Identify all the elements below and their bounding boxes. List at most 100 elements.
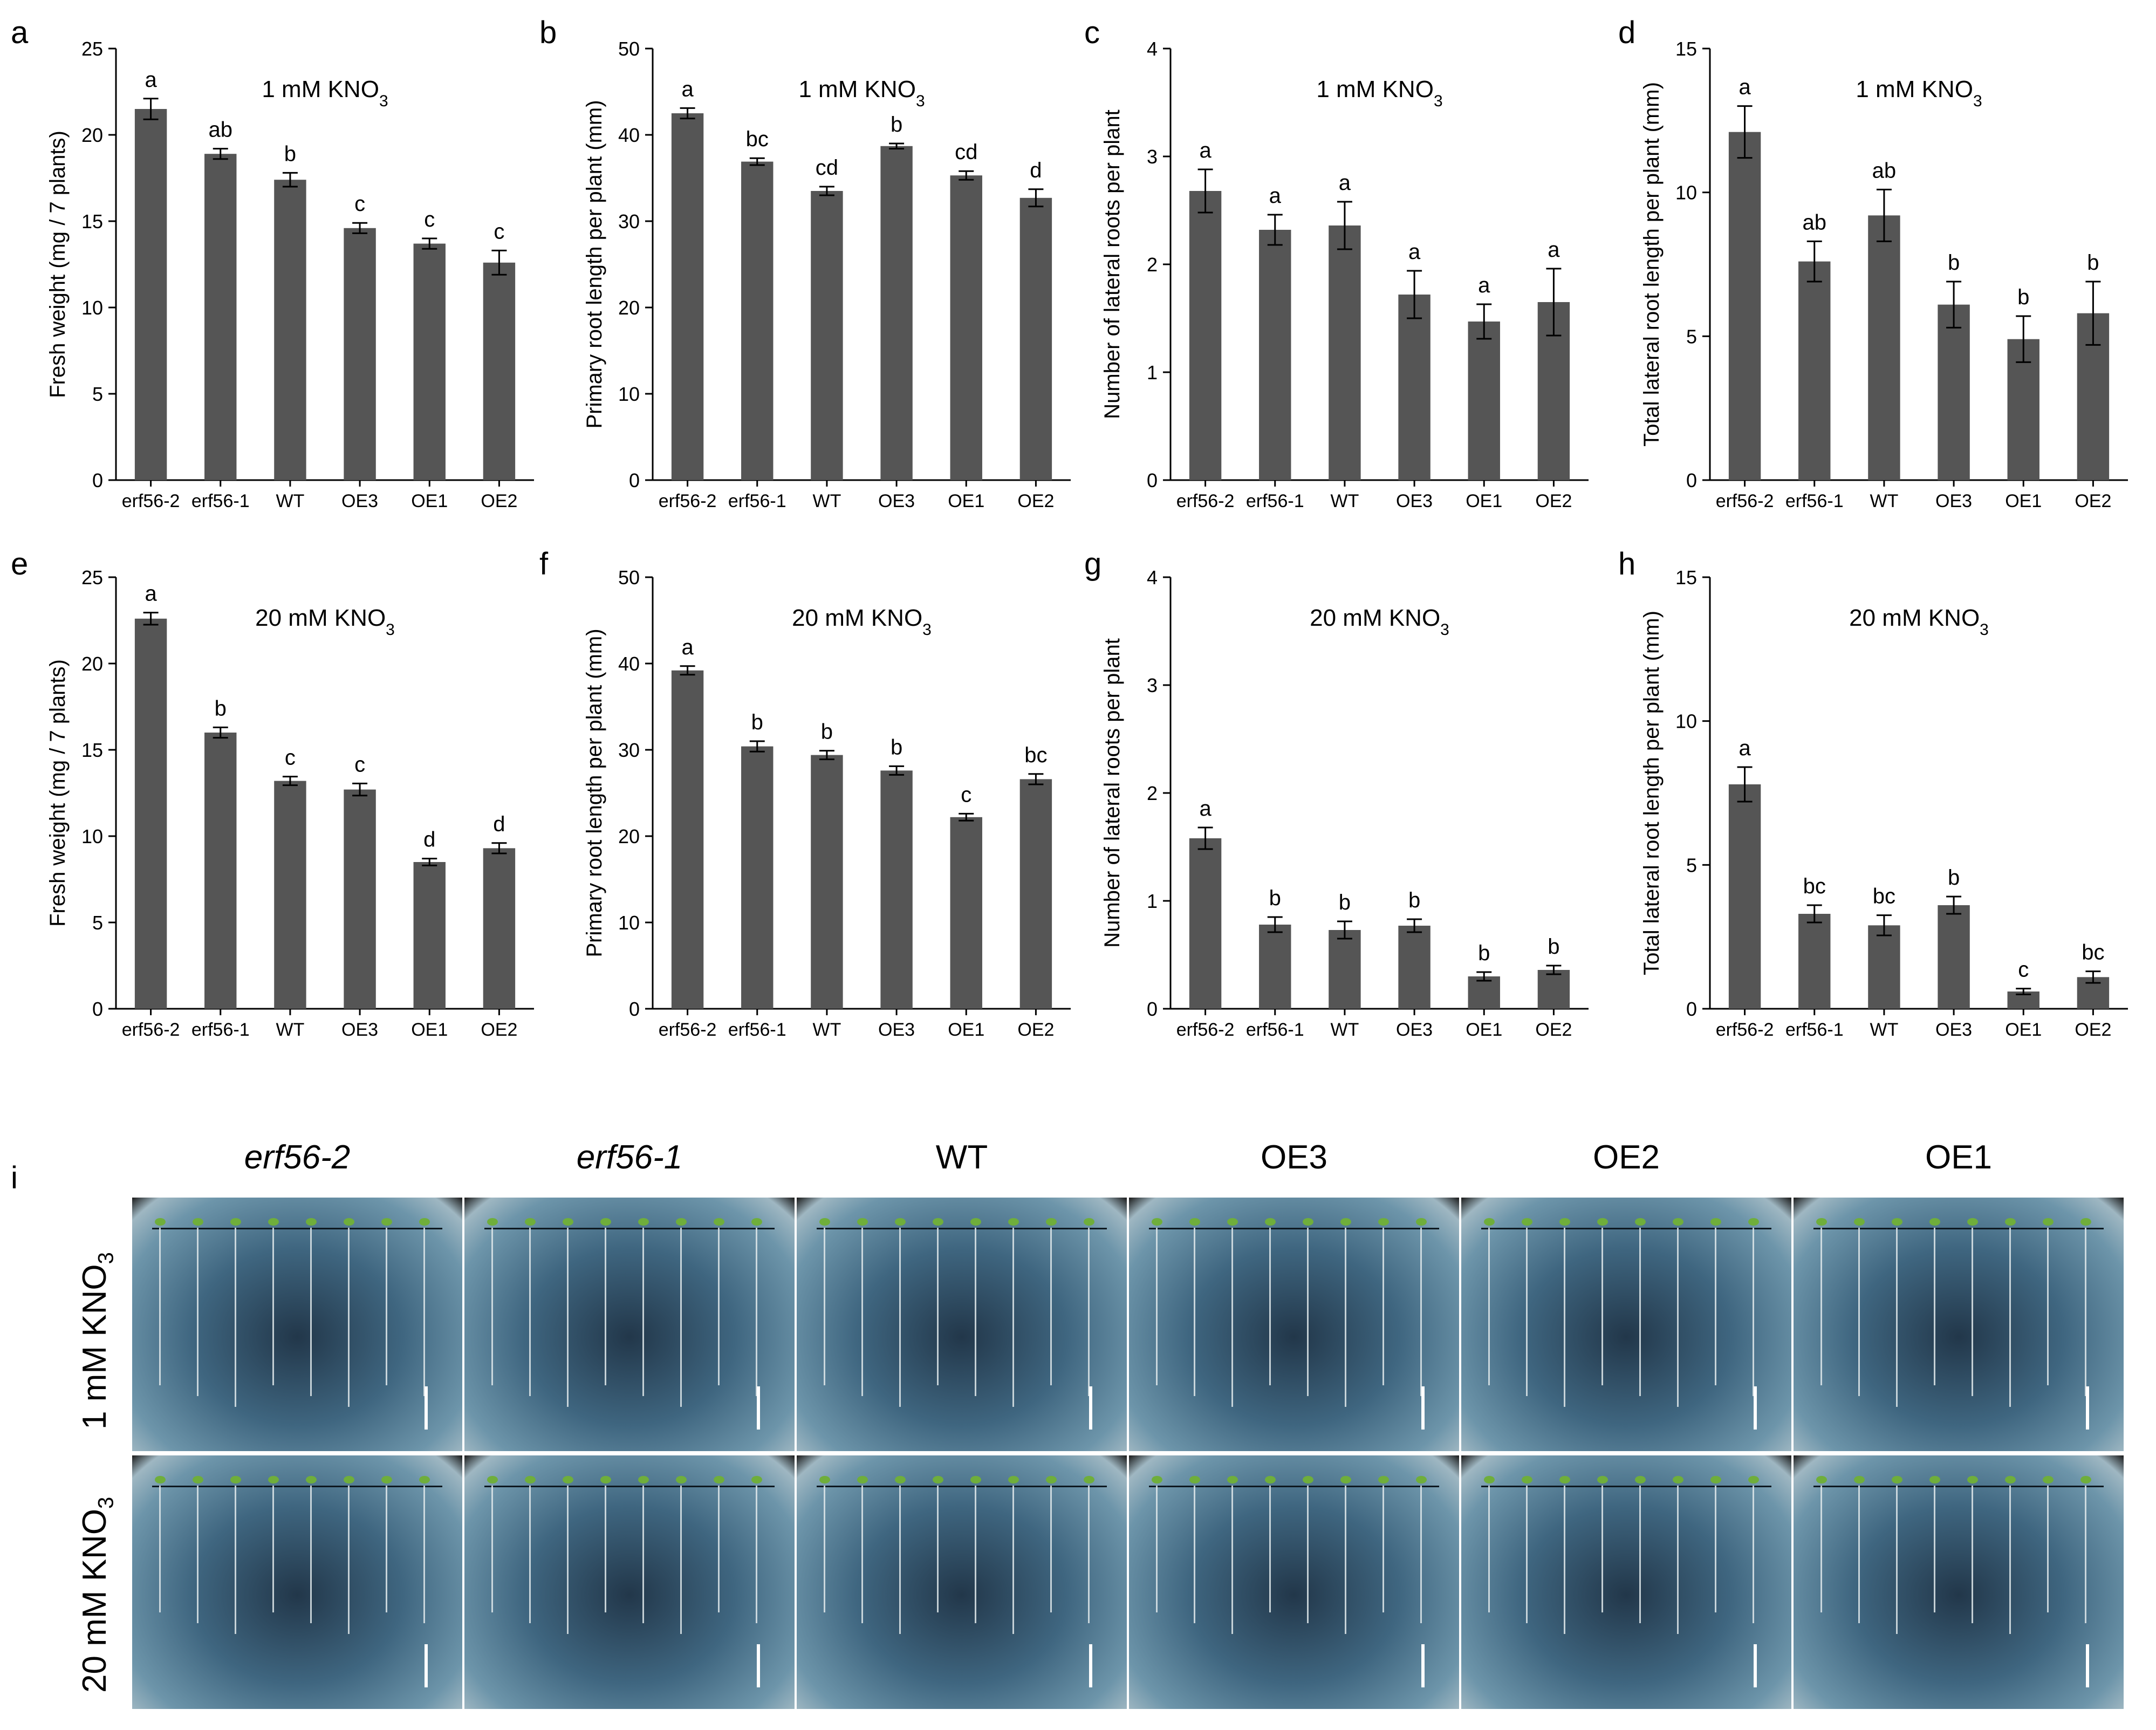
- seedling-leaf: [155, 1218, 166, 1226]
- seedling-leaf: [344, 1218, 354, 1226]
- panel-letter-f: f: [539, 546, 549, 582]
- y-tick-label: 30: [618, 739, 640, 761]
- bar-OE3: [1938, 905, 1970, 1009]
- bar-OE1: [950, 817, 982, 1009]
- y-tick-label: 10: [81, 825, 103, 847]
- bar-WT: [1868, 215, 1900, 480]
- y-tick-label: 5: [1686, 325, 1697, 347]
- seedling-leaf: [895, 1475, 906, 1483]
- seedling-root: [756, 1228, 757, 1396]
- y-axis-label: Primary root length per plant (mm): [583, 100, 606, 428]
- chart-title-subscript: 3: [386, 621, 395, 639]
- bar-OE2: [483, 262, 516, 480]
- seedling-root: [1088, 1228, 1090, 1396]
- significance-label: c: [961, 783, 971, 806]
- seedling-root: [491, 1486, 493, 1613]
- chart-panel-e: e 0 5 10 15 20 25 Fresh weight (mg / 7 plants) 2…: [11, 546, 534, 1040]
- seedling-root: [1858, 1228, 1860, 1396]
- significance-label: b: [284, 142, 296, 166]
- bar-WT: [1329, 225, 1361, 480]
- seedling-leaf: [600, 1475, 611, 1483]
- seedling-root: [1156, 1228, 1158, 1385]
- y-tick-label: 2: [1147, 254, 1158, 276]
- bar-erf56-1: [741, 161, 774, 481]
- seedling-leaf: [1189, 1218, 1200, 1226]
- seedling-root: [1972, 1486, 1973, 1624]
- photo-column-label: OE3: [1260, 1139, 1328, 1176]
- seedling-root: [1488, 1486, 1490, 1613]
- seedling-root: [567, 1228, 569, 1407]
- seedling-root: [605, 1228, 606, 1385]
- seedling-leaf: [1416, 1475, 1427, 1483]
- y-tick-label: 0: [92, 469, 103, 491]
- y-tick-label: 40: [618, 653, 640, 675]
- y-axis-label: Number of lateral roots per plant: [1100, 638, 1124, 948]
- significance-label: a: [681, 635, 694, 659]
- significance-label: a: [1339, 171, 1351, 195]
- seedling-root: [975, 1228, 976, 1396]
- scale-bar: [1421, 1386, 1425, 1430]
- photo-column-label: OE2: [1592, 1139, 1660, 1176]
- y-tick-label: 25: [81, 38, 103, 60]
- chart-title-subscript: 3: [916, 92, 925, 110]
- seedling-leaf: [857, 1475, 868, 1483]
- seedling-leaf: [344, 1475, 354, 1483]
- seedling-leaf: [1892, 1218, 1902, 1226]
- seedling-leaf: [600, 1218, 611, 1226]
- seedling-leaf: [1597, 1218, 1608, 1226]
- seedling-leaf: [638, 1475, 649, 1483]
- y-tick-label: 10: [1675, 710, 1697, 733]
- chart-panel-b: b 0 10 20 30 40 50 Primary root length per plan…: [539, 15, 1071, 511]
- significance-label: a: [1548, 238, 1560, 262]
- seedling-leaf: [1673, 1475, 1683, 1483]
- scale-bar: [757, 1386, 760, 1430]
- bar-erf56-1: [1798, 261, 1831, 480]
- x-tick-label: OE3: [1935, 491, 1972, 511]
- seedling-leaf: [895, 1218, 906, 1226]
- seedling-leaf: [1748, 1475, 1759, 1483]
- seedling-leaf: [1522, 1475, 1532, 1483]
- seedling-root: [423, 1228, 425, 1396]
- photo-column-label: WT: [935, 1139, 988, 1176]
- significance-label: a: [681, 77, 694, 101]
- seedling-leaf: [1816, 1218, 1827, 1226]
- seedling-leaf: [230, 1475, 241, 1483]
- panel-letter-c: c: [1084, 15, 1100, 50]
- seedling-root: [1194, 1486, 1195, 1624]
- x-tick-label: OE2: [1017, 1020, 1054, 1040]
- seedling-root: [1639, 1228, 1641, 1396]
- scale-bar: [1754, 1386, 1757, 1430]
- panel-letter-b: b: [539, 15, 557, 50]
- significance-label: bc: [1873, 885, 1895, 908]
- seedling-root: [1269, 1228, 1271, 1385]
- x-tick-label: OE3: [341, 491, 378, 511]
- seedling-leaf: [2043, 1475, 2054, 1483]
- seedling-leaf: [1929, 1218, 1940, 1226]
- scale-bar: [1089, 1386, 1092, 1430]
- agar-line: [1481, 1486, 1772, 1488]
- seedling-root: [899, 1228, 901, 1407]
- bar-WT: [1868, 925, 1900, 1009]
- seedling-photo-panel: i erf56-2 erf56-1 WT OE3 OE2 OE1 1 mM KNO3 20 …: [0, 1127, 2156, 1730]
- significance-label: bc: [746, 127, 769, 151]
- bar-erf56-2: [671, 113, 704, 480]
- seedling-root: [491, 1228, 493, 1385]
- bar-OE3: [344, 228, 376, 480]
- x-tick-label: OE2: [2075, 491, 2111, 511]
- significance-label: b: [1408, 888, 1420, 912]
- seedling-leaf: [487, 1475, 498, 1483]
- seedling-root: [605, 1486, 606, 1613]
- y-axis-label: Primary root length per plant (mm): [583, 628, 606, 957]
- y-tick-label: 50: [618, 38, 640, 60]
- y-tick-label: 3: [1147, 674, 1158, 696]
- seedling-root: [1307, 1228, 1309, 1396]
- bar-WT: [811, 755, 843, 1009]
- seedling-root: [1601, 1486, 1603, 1613]
- seedling-root: [2047, 1486, 2049, 1613]
- agar-line: [152, 1486, 443, 1488]
- seedling-leaf: [933, 1475, 943, 1483]
- seedling-root: [718, 1228, 720, 1385]
- chart-title: 1 mM KNO3: [798, 76, 925, 110]
- seedling-root: [1639, 1486, 1641, 1624]
